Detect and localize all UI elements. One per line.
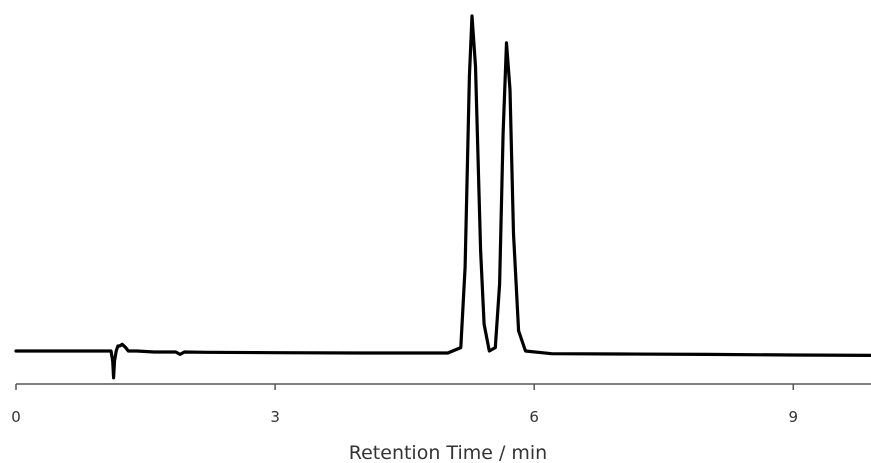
x-tick-label: 6: [529, 408, 539, 426]
x-tick-label: 9: [788, 408, 798, 426]
x-tick-label: 3: [270, 408, 280, 426]
chromatogram-trace: [14, 14, 871, 380]
x-axis: 0 3 6 9 Retention Time / min: [11, 383, 871, 463]
x-tick-label: 0: [11, 408, 21, 426]
x-axis-title: Retention Time / min: [349, 442, 547, 463]
